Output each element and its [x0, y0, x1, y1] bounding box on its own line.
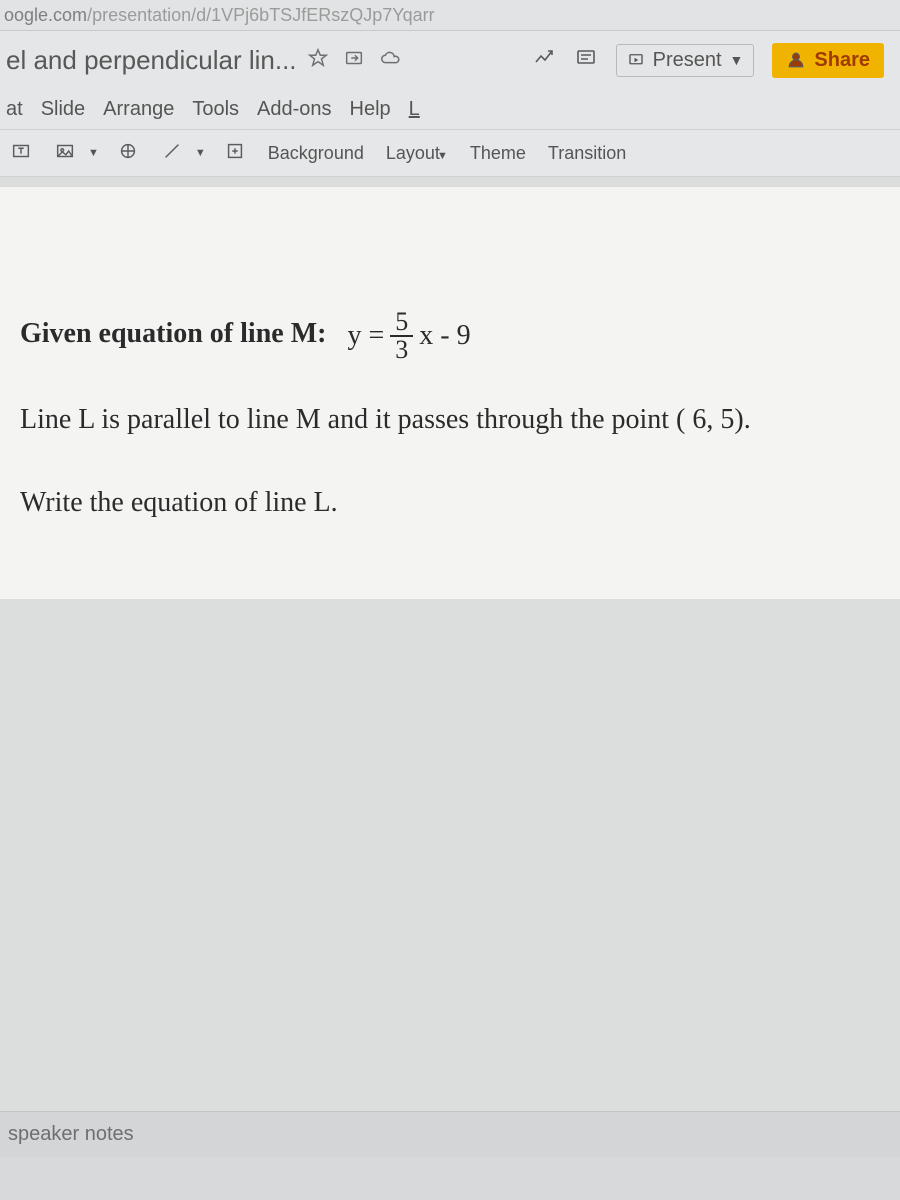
layout-chevron-icon: ▼	[434, 150, 448, 162]
menu-slide[interactable]: Slide	[41, 98, 85, 121]
slide-content[interactable]: Given equation of line M: y = 5 3 x - 9 …	[0, 187, 900, 599]
menu-help[interactable]: Help	[350, 98, 391, 121]
image-chevron-icon[interactable]: ▼	[88, 147, 99, 159]
fraction-numerator: 5	[390, 309, 413, 337]
image-icon[interactable]	[50, 138, 80, 169]
title-icons	[307, 47, 401, 74]
menu-arrange[interactable]: Arrange	[103, 98, 174, 121]
move-icon[interactable]	[343, 47, 365, 74]
address-bar: oogle.com/presentation/d/1VPj6bTSJfERszQ…	[0, 0, 900, 31]
star-icon[interactable]	[307, 47, 329, 74]
menu-addons[interactable]: Add-ons	[257, 98, 332, 121]
menu-format[interactable]: at	[6, 98, 23, 121]
slide-line-1: Given equation of line M: y = 5 3 x - 9	[20, 307, 880, 363]
line1-prefix: Given equation of line M:	[20, 318, 326, 349]
toolbar: ▼ ▼ Background Layout ▼ Theme Transition	[0, 129, 900, 177]
background-button[interactable]: Background	[264, 141, 368, 166]
slide-line-3: Write the equation of line L.	[20, 476, 880, 529]
add-box-icon[interactable]	[220, 138, 250, 169]
shape-icon[interactable]	[113, 138, 143, 169]
present-button[interactable]: Present ▼	[616, 44, 755, 77]
url-host: oogle.com	[4, 5, 87, 25]
url-path: /presentation/d/1VPj6bTSJfERszQJp7Yqarr	[87, 5, 435, 25]
menu-tools[interactable]: Tools	[192, 98, 239, 121]
layout-label: Layout	[386, 143, 440, 163]
speaker-notes-label: speaker notes	[8, 1123, 134, 1146]
line-icon[interactable]	[157, 138, 187, 169]
textbox-icon[interactable]	[6, 138, 36, 169]
share-button[interactable]: Share	[772, 43, 884, 78]
title-row: el and perpendicular lin... Present ▼ Sh…	[0, 31, 900, 89]
fraction: 5 3	[390, 309, 413, 363]
theme-button[interactable]: Theme	[466, 141, 530, 166]
equation: y = 5 3 x - 9	[347, 309, 470, 363]
menu-bar: at Slide Arrange Tools Add-ons Help L	[0, 89, 900, 129]
slide-canvas: Given equation of line M: y = 5 3 x - 9 …	[0, 177, 900, 1157]
eq-rhs: x - 9	[419, 309, 470, 362]
slide-line-2: Line L is parallel to line M and it pass…	[20, 393, 880, 446]
speaker-notes[interactable]: speaker notes	[0, 1111, 900, 1157]
share-label: Share	[814, 49, 870, 72]
layout-button[interactable]: Layout ▼	[382, 141, 452, 166]
chevron-down-icon[interactable]: ▼	[730, 52, 744, 68]
comments-icon[interactable]	[574, 46, 598, 75]
present-label: Present	[653, 49, 722, 72]
menu-last-edit[interactable]: L	[409, 98, 420, 121]
transition-button[interactable]: Transition	[544, 141, 630, 166]
line-chevron-icon[interactable]: ▼	[195, 147, 206, 159]
eq-lhs: y =	[347, 309, 384, 362]
header-right: Present ▼ Share	[532, 43, 884, 78]
cloud-icon[interactable]	[379, 47, 401, 74]
fraction-denominator: 3	[390, 337, 413, 363]
document-title[interactable]: el and perpendicular lin...	[6, 45, 297, 76]
trend-icon[interactable]	[532, 46, 556, 75]
